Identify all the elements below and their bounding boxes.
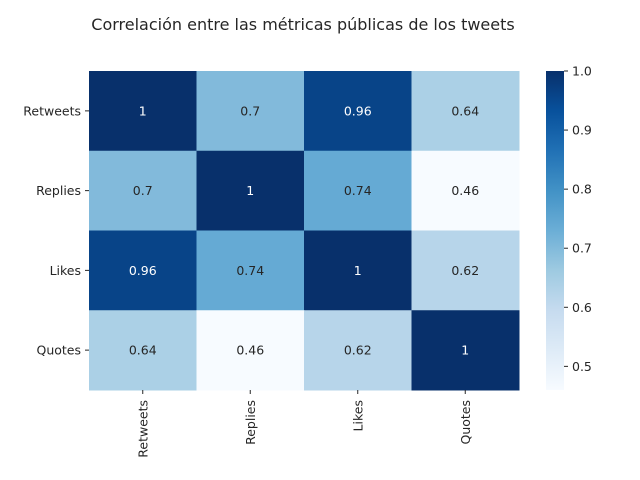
colorbar-gradient [546,71,564,390]
y-tick-label: Quotes [36,343,81,358]
cell-value-label: 0.64 [451,103,479,118]
heatmap-cell [411,71,520,152]
cell-value-label: 0.96 [129,263,157,278]
cell-value-label: 1 [246,183,254,198]
x-tick-label: Replies [243,400,258,445]
heatmap-cell [196,230,305,311]
heatmap-cell [304,310,412,391]
heatmap-cell [89,230,197,311]
cell-value-label: 0.7 [133,183,153,198]
x-axis-ticks: Retweets Replies Likes Quotes [135,390,473,458]
cell-value-label: 0.74 [344,183,372,198]
colorbar: 0.5 0.6 0.7 0.8 0.9 1.0 [546,64,592,390]
colorbar-tick-label: 0.6 [572,300,592,315]
colorbar-tick-label: 0.5 [572,359,592,374]
chart-title: Correlación entre las métricas públicas … [91,15,514,34]
cell-value-label: 0.46 [236,343,264,358]
heatmap-cell [304,71,412,152]
heatmap-cell [89,71,197,152]
y-tick-label: Likes [50,263,81,278]
x-tick-label: Likes [350,400,365,431]
heatmap-cell [196,71,305,152]
cell-value-label: 1 [139,103,147,118]
heatmap-cell [196,310,305,391]
cell-value-label: 0.62 [451,263,479,278]
colorbar-tick-label: 1.0 [572,64,592,79]
colorbar-ticks: 0.5 0.6 0.7 0.8 0.9 1.0 [564,64,592,374]
heatmap-cell [89,310,197,391]
cell-value-label: 0.7 [240,103,260,118]
heatmap-cell [304,230,412,311]
heatmap-cell [304,150,412,231]
x-tick-label: Quotes [458,400,473,445]
colorbar-tick-label: 0.9 [572,123,592,138]
heatmap-cell [411,310,520,391]
heatmap-cell [89,150,197,231]
x-tick-label: Retweets [135,400,150,458]
cell-value-label: 1 [354,263,362,278]
heatmap-cell [196,150,305,231]
cell-value-label: 0.74 [236,263,264,278]
cell-value-label: 0.62 [344,343,372,358]
cell-value-label: 0.96 [344,103,372,118]
heatmap-cell [411,230,520,311]
colorbar-tick-label: 0.8 [572,182,592,197]
y-tick-label: Replies [36,183,81,198]
heatmap-cell [411,150,520,231]
cell-value-label: 1 [461,343,469,358]
colorbar-tick-label: 0.7 [572,241,592,256]
y-tick-label: Retweets [23,103,81,118]
heatmap-cells: 1 0.7 0.96 0.64 0.7 1 0.74 0.46 0.96 0.74 1 0.62 0.6… [89,71,520,391]
cell-value-label: 0.46 [451,183,479,198]
cell-value-label: 0.64 [129,343,157,358]
y-axis-ticks: Retweets Replies Likes Quotes [23,103,89,358]
